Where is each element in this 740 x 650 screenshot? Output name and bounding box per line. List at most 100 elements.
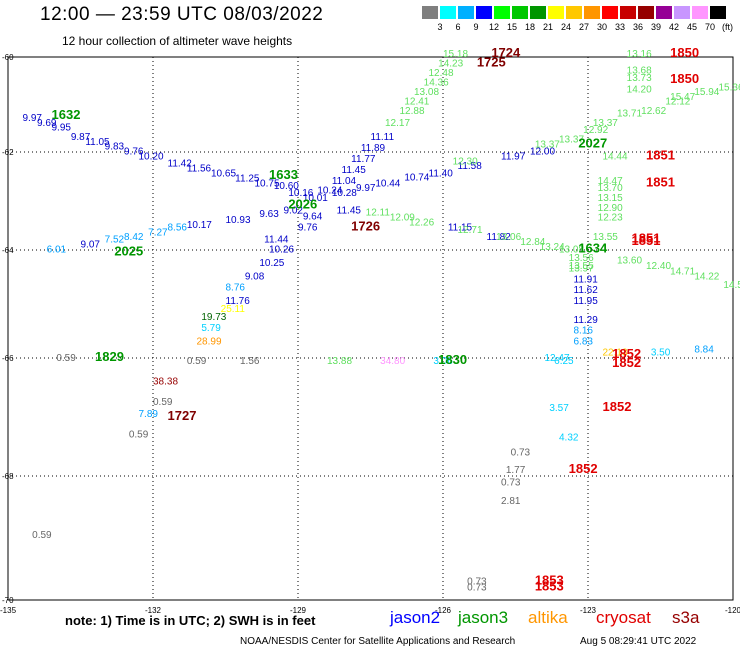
wave-height-value: 10.44 (375, 178, 400, 189)
color-swatch (512, 6, 528, 19)
wave-height-value: 12.40 (646, 261, 671, 272)
color-scale-label: 21 (542, 22, 553, 32)
pass-time-label: 2026 (288, 196, 317, 211)
latitude-label: -60 (2, 53, 14, 62)
wave-height-value: 12.12 (665, 97, 690, 108)
pass-time-label: 1853 (535, 579, 564, 594)
color-scale-label: 70 (704, 22, 715, 32)
pass-time-label: 1830 (438, 352, 467, 367)
longitude-label: -126 (435, 606, 452, 615)
wave-height-value: 12.17 (385, 118, 410, 129)
wave-height-value: 9.07 (81, 240, 101, 251)
color-scale-label: 33 (614, 22, 625, 32)
wave-height-value: 13.73 (627, 73, 652, 84)
color-swatch (692, 6, 708, 19)
wave-height-value: 13.71 (617, 108, 642, 119)
legend-jason3: jason3 (458, 608, 509, 627)
wave-height-value: 8.84 (694, 345, 714, 356)
wave-height-value: 12.11 (366, 208, 391, 219)
color-swatch (674, 6, 690, 19)
pass-time-label: 1727 (168, 408, 197, 423)
legend-cryosat: cryosat (596, 608, 651, 627)
wave-height-value: 22.13 (603, 347, 628, 358)
pass-time-label: 1852 (612, 355, 641, 370)
wave-height-value: 9.97 (356, 183, 376, 194)
wave-height-value: 13.37 (593, 118, 618, 129)
color-scale-label: 30 (596, 22, 607, 32)
legend-s3a: s3a (672, 608, 700, 627)
map-subtitle: 12 hour collection of altimeter wave hei… (62, 34, 293, 48)
color-swatch (584, 6, 600, 19)
color-swatch (638, 6, 654, 19)
pass-time-label: 1850 (670, 45, 699, 60)
color-swatch (566, 6, 582, 19)
wave-height-value: 14.23 (438, 59, 463, 70)
wave-height-value: 10.26 (269, 245, 294, 256)
wave-height-value: 6.83 (574, 337, 594, 348)
wave-height-value: 0.59 (187, 356, 207, 367)
wave-height-value: 9.64 (303, 212, 323, 223)
wave-height-value: 11.89 (361, 143, 386, 154)
longitude-label: -135 (0, 606, 17, 615)
wave-height-value: 12.92 (583, 125, 608, 136)
wave-height-value: 10.74 (404, 172, 429, 183)
wave-height-value: 7.27 (148, 227, 168, 238)
wave-height-value: 15.36 (719, 82, 740, 93)
color-scale-label: 6 (455, 22, 461, 32)
pass-time-label: 1852 (603, 399, 632, 414)
wave-height-value: 9.76 (298, 222, 318, 233)
generation-timestamp: Aug 5 08:29:41 UTC 2022 (580, 636, 697, 647)
wave-height-value: 13.24 (540, 242, 565, 253)
color-scale-label: 42 (668, 22, 679, 32)
wave-height-value: 12.48 (429, 68, 454, 79)
color-swatch (710, 6, 726, 19)
wave-height-value: 11.45 (337, 205, 362, 216)
wave-height-value: 13.08 (414, 87, 439, 98)
credit-text: NOAA/NESDIS Center for Satellite Applica… (240, 636, 516, 647)
pass-time-label: 1852 (569, 461, 598, 476)
wave-height-value: 28.99 (197, 337, 222, 348)
wave-height-value: 13.08 (559, 245, 584, 256)
wave-height-value: 11.05 (85, 137, 110, 148)
color-swatch (620, 6, 636, 19)
wave-height-value: 11.95 (574, 296, 599, 307)
wave-height-value: 11.29 (574, 315, 599, 326)
wave-height-value: 11.97 (501, 151, 526, 162)
wave-height-value: 3.50 (651, 347, 671, 358)
wave-height-value: 15.18 (443, 49, 468, 60)
wave-height-value: 1.77 (506, 465, 526, 476)
wave-height-value: 10.01 (303, 193, 328, 204)
wave-height-value: 9.87 (71, 132, 91, 143)
color-scale-label: 9 (473, 22, 479, 32)
wave-height-value: 34.80 (380, 356, 405, 367)
map-title: 12:00 — 23:59 UTC 08/03/2022 (40, 4, 324, 25)
wave-height-value: 0.73 (467, 583, 487, 594)
wave-height-value: 13.16 (627, 49, 652, 60)
wave-height-value: 2.81 (501, 496, 521, 507)
wave-height-value: 11.25 (235, 173, 260, 184)
latitude-label: -62 (2, 148, 14, 157)
color-scale-label: 45 (686, 22, 697, 32)
color-scale-unit: (ft) (722, 22, 733, 32)
color-scale-label: 39 (650, 22, 661, 32)
color-swatch (476, 6, 492, 19)
color-swatch (530, 6, 546, 19)
wave-height-value: 13.55 (593, 232, 618, 243)
pass-time-label: 1851 (646, 147, 675, 162)
legend-altika: altika (528, 608, 568, 627)
wave-height-value: 9.63 (259, 209, 279, 220)
wave-height-value: 9.02 (284, 205, 304, 216)
color-scale-label: 36 (632, 22, 643, 32)
wave-height-value: 14.44 (603, 151, 628, 162)
pass-time-label: 1852 (612, 346, 641, 361)
wave-height-value: 8.56 (168, 222, 188, 233)
wave-height-value: 0.59 (153, 397, 173, 408)
wave-height-value: 15.47 (670, 92, 695, 103)
wave-height-value: 11.62 (574, 285, 599, 296)
wave-height-value: 14.71 (670, 266, 695, 277)
wave-height-value: 6.25 (554, 356, 574, 367)
wave-height-value: 10.25 (259, 258, 284, 269)
wave-height-value: 14.47 (598, 176, 623, 187)
wave-height-value: 12.62 (641, 106, 666, 117)
